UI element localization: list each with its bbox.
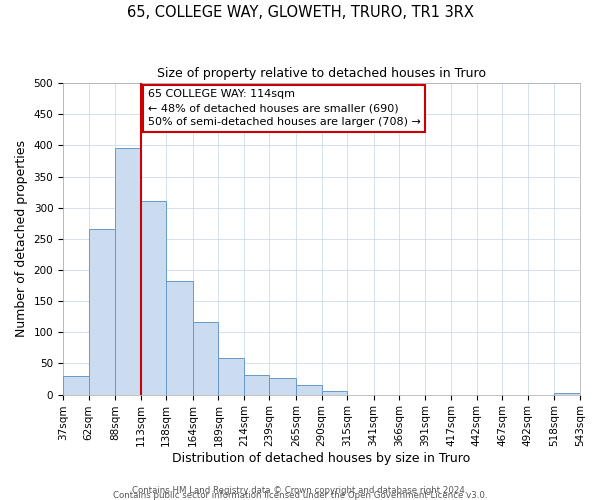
Title: Size of property relative to detached houses in Truro: Size of property relative to detached ho… bbox=[157, 68, 486, 80]
Text: Contains public sector information licensed under the Open Government Licence v3: Contains public sector information licen… bbox=[113, 491, 487, 500]
Text: 65, COLLEGE WAY, GLOWETH, TRURO, TR1 3RX: 65, COLLEGE WAY, GLOWETH, TRURO, TR1 3RX bbox=[127, 5, 473, 20]
Bar bbox=[244, 374, 269, 394]
Bar bbox=[140, 202, 166, 394]
Bar bbox=[115, 148, 140, 394]
X-axis label: Distribution of detached houses by size in Truro: Distribution of detached houses by size … bbox=[172, 452, 470, 465]
Bar bbox=[63, 376, 89, 394]
Bar bbox=[193, 322, 218, 394]
Bar bbox=[166, 280, 193, 394]
Bar bbox=[89, 230, 115, 394]
Bar bbox=[218, 358, 244, 394]
Y-axis label: Number of detached properties: Number of detached properties bbox=[15, 140, 28, 338]
Text: 65 COLLEGE WAY: 114sqm
← 48% of detached houses are smaller (690)
50% of semi-de: 65 COLLEGE WAY: 114sqm ← 48% of detached… bbox=[148, 90, 421, 128]
Bar bbox=[296, 386, 322, 394]
Bar bbox=[269, 378, 296, 394]
Bar bbox=[322, 392, 347, 394]
Text: Contains HM Land Registry data © Crown copyright and database right 2024.: Contains HM Land Registry data © Crown c… bbox=[132, 486, 468, 495]
